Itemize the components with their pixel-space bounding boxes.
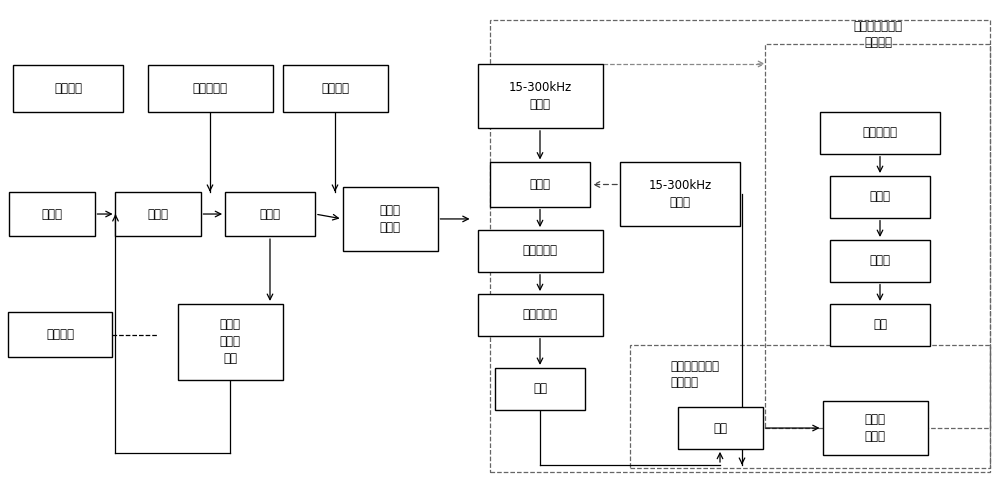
Text: 保护气装置: 保护气装置 [192,82,228,95]
Bar [830,304,930,345]
Bar [678,407,763,449]
Text: 超声辐射杆: 超声辐射杆 [522,308,558,321]
Bar [478,230,602,272]
Text: 换能器: 换能器 [530,178,550,191]
Bar [822,401,928,455]
Bar [13,65,123,112]
Text: 加压装置: 加压装置 [54,82,82,95]
Bar [478,294,602,336]
Bar [115,192,200,236]
Text: 熔炼炉: 熔炼炉 [42,208,62,220]
Text: 冷却器: 冷却器 [870,254,891,267]
Bar [178,304,283,380]
Bar [490,20,990,472]
Bar [490,162,590,207]
Bar [630,345,990,468]
Text: 15-300kHz
发生器: 15-300kHz 发生器 [508,81,572,111]
Text: 组频超
声系统: 组频超 声系统 [380,204,400,234]
Text: 循环水
冷却管: 循环水 冷却管 [864,413,886,443]
Bar [495,368,585,409]
Bar [830,176,930,217]
Text: 熔体: 熔体 [533,382,547,395]
Text: 压电陶瓷换能器
冷却装置: 压电陶瓷换能器 冷却装置 [854,20,902,49]
Text: 加热装置: 加热装置 [46,328,74,341]
Bar [9,192,94,236]
Bar [283,65,388,112]
Text: 空气压缩机: 空气压缩机 [862,126,898,139]
Text: 结晶器: 结晶器 [260,208,280,220]
Bar [765,44,990,428]
Bar [225,192,315,236]
Text: 导管: 导管 [873,318,887,331]
Text: 干燥器: 干燥器 [870,190,891,203]
Bar [830,240,930,281]
Text: 水泵: 水泵 [713,422,727,434]
Text: 磁致伸缩换能器
冷却装置: 磁致伸缩换能器 冷却装置 [670,360,719,389]
Text: 超声波导杆: 超声波导杆 [522,245,558,257]
Text: 冷却装置: 冷却装置 [321,82,349,95]
Bar [820,112,940,154]
Bar [148,65,272,112]
Text: 中间包: 中间包 [148,208,168,220]
Text: 15-300kHz
发生器: 15-300kHz 发生器 [648,180,712,209]
Bar [8,312,112,357]
Bar [342,187,438,251]
Bar [478,64,602,128]
Text: 立式半
连续铸
造机: 立式半 连续铸 造机 [220,318,240,366]
Bar [620,162,740,226]
